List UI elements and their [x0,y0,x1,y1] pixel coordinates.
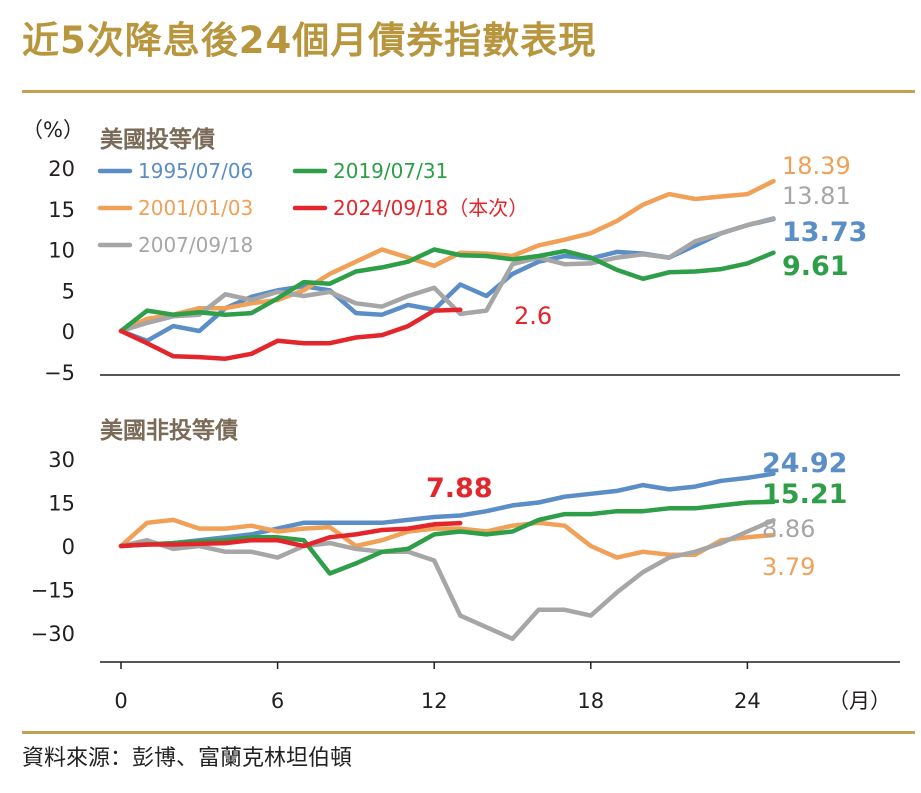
series-line-2 [118,216,776,334]
y-tick-label: 15 [48,198,75,222]
end-value-label: 7.88 [426,473,493,504]
series-line-0 [118,471,776,549]
y-tick-label: 15 [48,492,75,516]
y-tick-label: −5 [44,361,75,385]
legend-entry: 2007/09/18 [138,233,253,257]
chart-title: 近5次降息後24個月債券指數表現 [22,19,597,62]
y-tick-label: −15 [31,579,75,603]
y-unit-label: （%） [22,118,84,142]
y-tick-label: 20 [48,157,75,181]
end-value-label: 24.92 [762,448,847,479]
x-tick-label: 6 [271,689,284,713]
x-tick-label: 12 [421,689,448,713]
end-value-label: 3.79 [762,553,815,581]
legend-entry: 2019/07/31 [333,159,448,183]
y-tick-label: −30 [31,622,75,646]
y-tick-label: 0 [62,320,75,344]
x-unit-label: （月） [828,689,891,713]
series-line-1 [118,517,776,560]
top-divider [22,90,915,93]
end-value-label: 13.81 [782,182,851,210]
end-value-label: 8.86 [762,515,815,543]
end-value-label: 9.61 [782,251,849,282]
end-value-label: 15.21 [762,479,847,510]
source-note: 資料來源：彭博、富蘭克林坦伯頓 [22,746,353,771]
x-tick-label: 24 [734,689,761,713]
series-line-3 [118,247,776,334]
panel-title: 美國非投等債 [100,417,238,444]
y-tick-label: 5 [62,279,75,303]
series-line-2 [118,518,776,642]
series-line-3 [118,499,776,576]
x-tick-label: 0 [114,689,127,713]
legend-entry: 1995/07/06 [138,159,253,183]
y-tick-label: 0 [62,535,75,559]
series-line-1 [118,178,776,334]
bottom-divider [22,731,915,734]
end-value-label: 18.39 [782,152,851,180]
series-line-4 [118,520,463,549]
y-tick-label: 30 [48,448,75,472]
legend-entry: 2001/01/03 [138,196,253,220]
panel-high-yield: 美國非投等債 30 15 0 −15 −30 0 6 12 18 24 （月） 7.88 24.9215.… [31,417,900,713]
panel-title: 美國投等債 [100,126,215,153]
y-tick-label: 10 [48,239,75,263]
end-value-label: 13.73 [782,217,867,248]
x-tick-label: 18 [577,689,604,713]
end-value-label: 2.6 [514,302,552,330]
series-line-4 [118,307,463,361]
legend-entry: 2024/09/18（本次） [333,196,528,220]
